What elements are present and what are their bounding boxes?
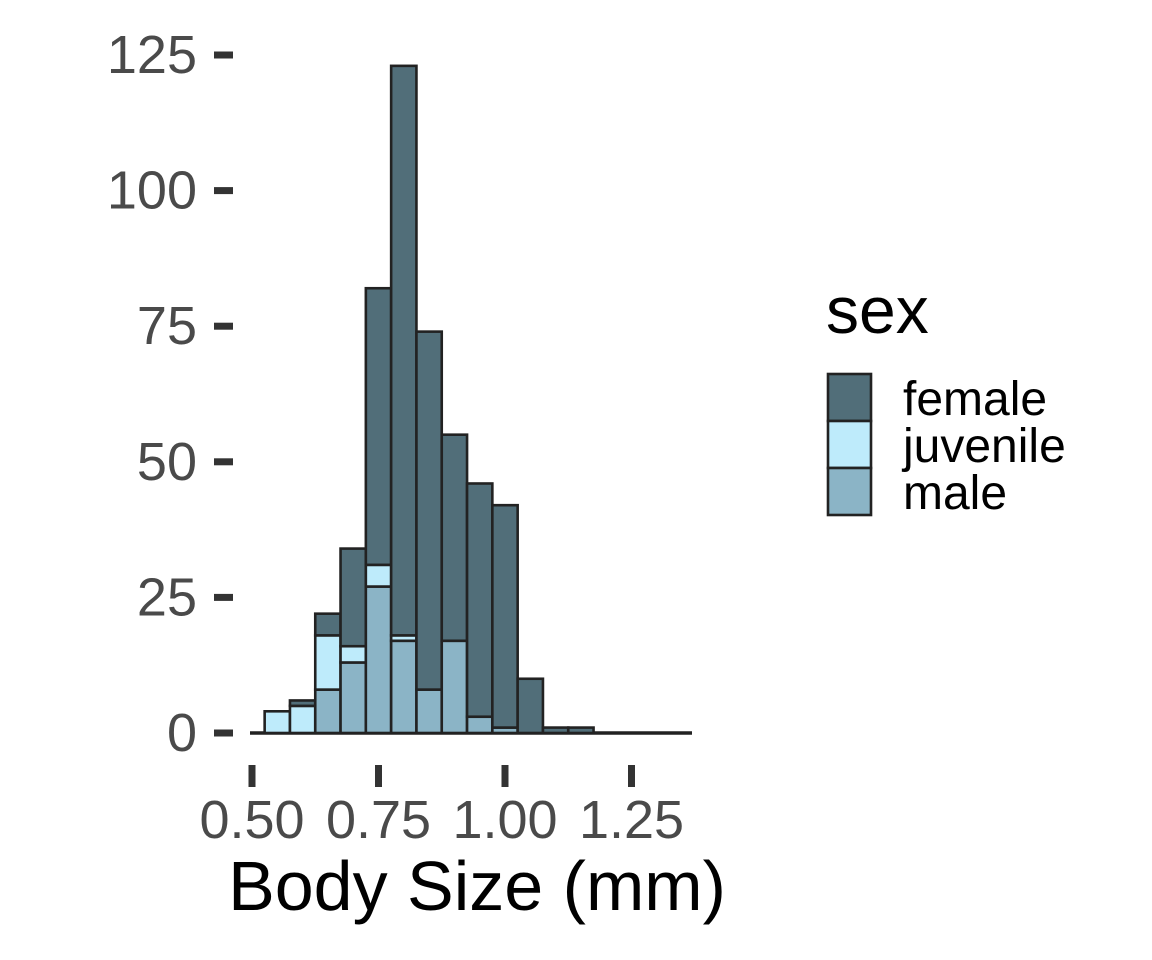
y-tick-label: 50 [137, 432, 197, 492]
y-axis-tick [214, 187, 233, 195]
x-tick-label: 1.25 [579, 790, 684, 850]
y-axis-tick [214, 322, 233, 330]
bar-segment-male [364, 585, 393, 735]
bar-segment-female [491, 503, 519, 729]
legend-swatch-female [826, 372, 873, 423]
x-axis-tick [375, 765, 382, 787]
x-axis-tick [248, 765, 256, 787]
bar-segment-female [313, 612, 342, 637]
bar-segment-juvenile [313, 634, 342, 691]
bar-segment-male [389, 639, 418, 735]
legend-label-juvenile: juvenile [901, 420, 1066, 473]
x-tick-label: 0.50 [199, 790, 304, 850]
bar-segment-juvenile [263, 710, 292, 735]
x-tick-label: 1.00 [452, 790, 557, 850]
bar-segment-female [440, 433, 469, 643]
bar-segment-juvenile [339, 644, 368, 664]
legend-swatch-male [826, 466, 873, 517]
y-tick-label: 0 [167, 703, 197, 763]
bar-segment-female [516, 677, 545, 735]
y-tick-label: 75 [137, 296, 197, 356]
y-axis-tick [214, 458, 233, 466]
x-tick-label: 0.75 [326, 790, 431, 850]
bar-segment-female [339, 547, 368, 648]
legend-label-male: male [903, 467, 1007, 520]
legend-swatch-juvenile [826, 419, 873, 470]
bar-segment-male [465, 715, 494, 735]
bar-segment-male [415, 688, 444, 735]
y-tick-label: 125 [107, 25, 197, 85]
bar-segment-female [541, 726, 570, 735]
y-tick-label: 100 [107, 161, 197, 221]
bar-segment-male [313, 688, 342, 735]
x-axis-tick [501, 765, 509, 787]
y-axis-tick [214, 593, 233, 601]
y-axis-tick [214, 729, 233, 737]
y-axis-tick [214, 51, 233, 59]
bar-segment-juvenile [288, 704, 317, 735]
x-axis-tick [628, 765, 635, 787]
legend-title: sex [826, 273, 929, 347]
bar-segment-female [364, 286, 393, 567]
bar-segment-male [440, 639, 469, 735]
y-tick-label: 25 [137, 567, 197, 627]
bar-segment-female [389, 64, 418, 637]
bar-segment-female [288, 699, 317, 708]
bar-segment-female [465, 482, 494, 719]
bar-segment-male [339, 661, 368, 735]
bar-segment-female [566, 726, 595, 735]
legend-label-female: female [903, 373, 1047, 426]
bar-segment-female [415, 330, 444, 691]
x-axis-title: Body Size (mm) [228, 847, 726, 925]
bar-segment-juvenile [364, 563, 393, 588]
